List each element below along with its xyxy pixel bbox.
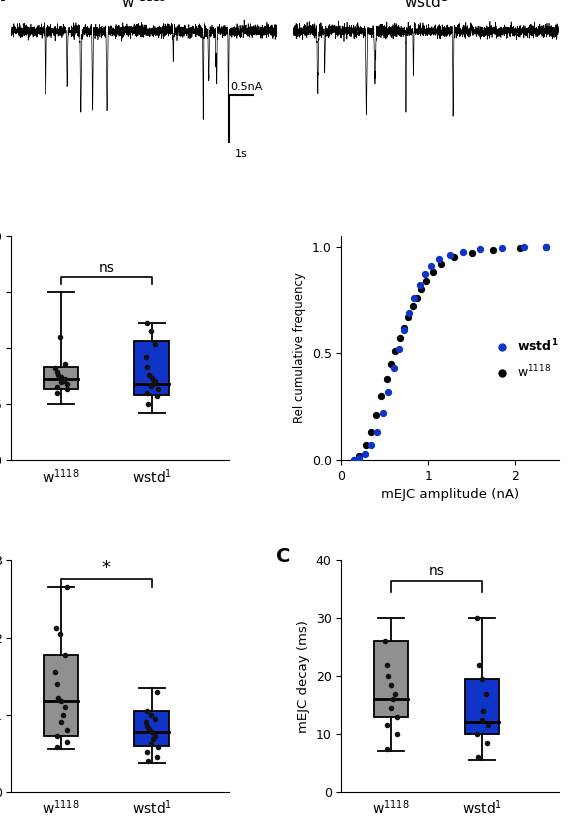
- Point: [350, 453, 359, 467]
- Point: [373, 426, 382, 439]
- Point: [413, 291, 422, 304]
- Point: [360, 447, 369, 460]
- Point: [350, 453, 359, 467]
- Point: [420, 267, 429, 281]
- Point: [415, 278, 424, 292]
- Point: [361, 438, 370, 452]
- Point: [489, 243, 498, 256]
- Y-axis label: mEJC decay (ms): mEJC decay (ms): [298, 620, 310, 732]
- FancyBboxPatch shape: [135, 711, 169, 746]
- Point: [367, 426, 376, 439]
- FancyBboxPatch shape: [135, 341, 169, 395]
- Text: C: C: [276, 546, 291, 566]
- X-axis label: mEJC amplitude (nA): mEJC amplitude (nA): [381, 489, 519, 501]
- Point: [467, 246, 477, 260]
- Point: [541, 240, 550, 253]
- Text: ns: ns: [429, 564, 445, 577]
- Point: [498, 241, 507, 254]
- Point: [519, 240, 528, 253]
- FancyBboxPatch shape: [44, 654, 78, 736]
- Point: [426, 259, 435, 272]
- Point: [355, 452, 364, 465]
- Point: [541, 240, 550, 253]
- Point: [446, 248, 455, 261]
- Point: [382, 372, 391, 385]
- Title: w $^{1118}$: w $^{1118}$: [121, 0, 167, 12]
- Point: [421, 274, 430, 287]
- Point: [384, 385, 393, 399]
- Text: A: A: [0, 0, 5, 4]
- Point: [367, 438, 376, 452]
- Text: *: *: [102, 559, 111, 577]
- Y-axis label: Rel cumulative frequency: Rel cumulative frequency: [293, 272, 306, 423]
- Point: [400, 323, 409, 337]
- Point: [515, 241, 524, 254]
- Point: [377, 390, 386, 403]
- Point: [395, 332, 404, 345]
- Point: [391, 344, 400, 358]
- Point: [476, 242, 485, 256]
- Point: [450, 251, 459, 264]
- Point: [405, 306, 414, 319]
- Point: [400, 321, 409, 334]
- Text: ns: ns: [99, 261, 115, 275]
- Point: [410, 291, 419, 304]
- Text: 0.5nA: 0.5nA: [230, 82, 263, 92]
- Point: [408, 300, 417, 313]
- Point: [378, 406, 388, 420]
- Point: [428, 266, 437, 279]
- Point: [458, 246, 467, 259]
- Point: [417, 282, 426, 296]
- Text: 1s: 1s: [235, 149, 247, 159]
- Point: [372, 409, 381, 422]
- Point: [355, 449, 364, 463]
- Point: [386, 357, 396, 370]
- Point: [389, 361, 398, 375]
- FancyBboxPatch shape: [374, 641, 409, 716]
- Point: [404, 310, 413, 323]
- FancyBboxPatch shape: [44, 367, 78, 389]
- Title: wstd$^{1}$: wstd$^{1}$: [404, 0, 448, 12]
- Point: [394, 343, 404, 356]
- Point: [437, 257, 446, 271]
- Legend: $\bf{wstd}$$\bf{^1}$, w$^{1118}$: $\bf{wstd}$$\bf{^1}$, w$^{1118}$: [484, 333, 563, 385]
- Point: [434, 252, 443, 266]
- FancyBboxPatch shape: [465, 679, 499, 734]
